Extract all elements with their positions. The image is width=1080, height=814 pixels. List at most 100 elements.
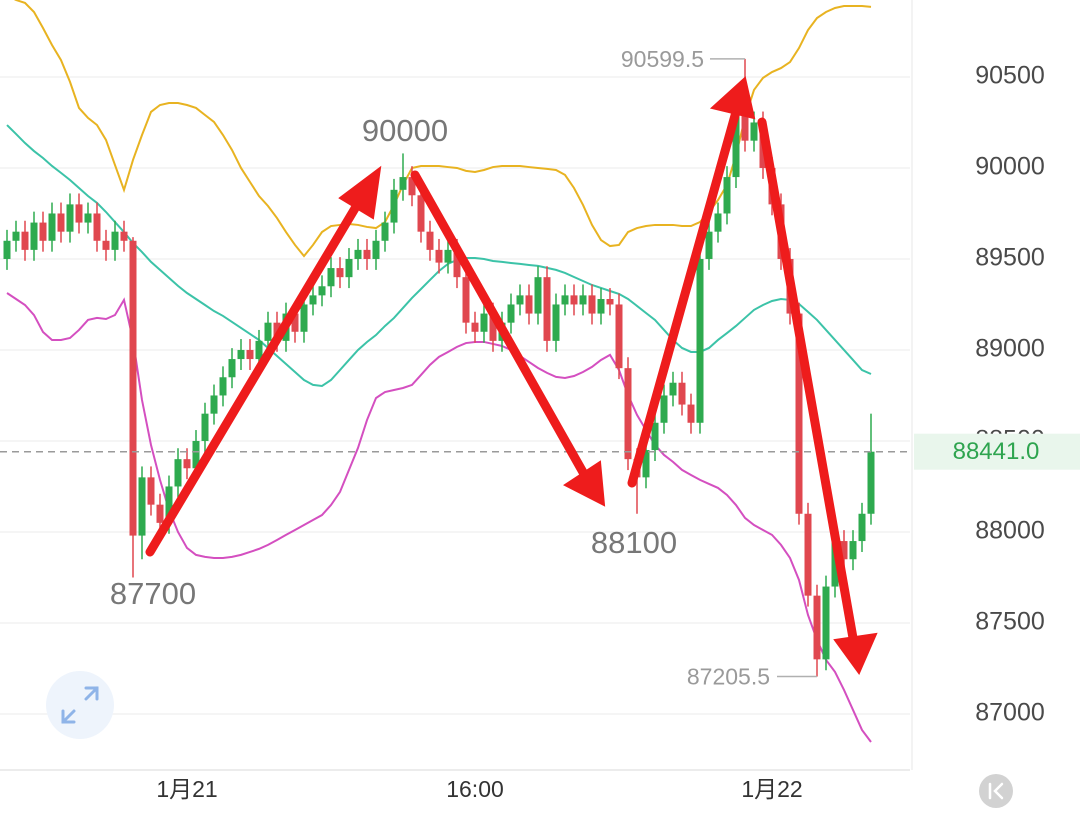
candle-body — [597, 299, 605, 314]
candle-body — [237, 349, 245, 360]
candle-body — [111, 231, 119, 250]
candle-body — [264, 322, 272, 341]
candle-body — [462, 277, 470, 323]
last-price-box — [914, 433, 1080, 470]
y-tick-label: 89000 — [975, 335, 1045, 363]
candle-body — [741, 113, 749, 141]
candle-body — [12, 231, 20, 241]
candle-body — [3, 240, 11, 259]
candle-body — [138, 477, 146, 536]
candle-body — [489, 313, 497, 341]
candle-body — [84, 213, 92, 223]
candle-body — [543, 277, 551, 341]
annotation: 87700 — [110, 576, 196, 611]
candle-body — [309, 295, 317, 305]
candle-body — [327, 268, 335, 287]
candle-body — [201, 413, 209, 441]
x-tick-label: 1月21 — [156, 776, 217, 802]
candle-body — [255, 340, 263, 360]
candle-body — [408, 177, 416, 196]
candle-body — [147, 477, 155, 505]
candle-body — [525, 295, 533, 314]
expand-icon — [61, 686, 99, 724]
x-tick-label: 1月22 — [741, 776, 802, 802]
y-tick-label: 89500 — [975, 244, 1045, 272]
candle-body — [129, 240, 137, 536]
candle-body — [714, 213, 722, 232]
y-tick-label: 87500 — [975, 608, 1045, 636]
candle-body — [219, 377, 227, 396]
candle-body — [174, 459, 182, 487]
y-tick-label: 90500 — [975, 62, 1045, 90]
candle-body — [336, 268, 344, 278]
candle-body — [822, 586, 830, 660]
candle-body — [552, 304, 560, 341]
candle-body — [867, 451, 875, 514]
candle-body — [165, 486, 173, 523]
candle-body — [156, 504, 164, 523]
candle-body — [417, 195, 425, 232]
candle-body — [624, 368, 632, 460]
candle-body — [669, 382, 677, 396]
y-tick-label: 88000 — [975, 517, 1045, 545]
arrow-head — [563, 460, 606, 507]
candle-body — [570, 295, 578, 305]
candle-body — [75, 204, 83, 223]
candle-body — [840, 541, 848, 560]
candle-body — [21, 231, 29, 250]
candle-body — [732, 113, 740, 178]
candle-body — [705, 231, 713, 259]
candle-body — [192, 440, 200, 469]
candle-body — [507, 304, 515, 323]
candle-body — [228, 359, 236, 378]
arrow-head — [338, 165, 382, 220]
candle-body — [399, 177, 407, 190]
candle-body — [660, 395, 668, 423]
arrow-up-2 — [627, 107, 741, 488]
candle-body — [39, 222, 47, 241]
expand-button-bg — [46, 671, 114, 739]
candle-body — [750, 122, 758, 141]
candle-body — [615, 304, 623, 369]
candle-body — [534, 277, 542, 314]
candle-body — [66, 204, 74, 232]
candle-body — [678, 382, 686, 405]
candle-body — [687, 404, 695, 423]
arrow-down-2 — [757, 117, 858, 643]
candle-body — [588, 295, 596, 314]
y-tick-label: 90000 — [975, 153, 1045, 181]
candle-body — [813, 595, 821, 660]
candle-body — [354, 249, 362, 259]
candle-body — [390, 189, 398, 223]
band-line — [6, 292, 872, 743]
trend-arrows — [145, 76, 878, 676]
candle-body — [471, 322, 479, 332]
overlay-layer: 8700087500880008850089000895009000090500… — [0, 46, 1080, 802]
candle-body — [444, 249, 452, 263]
candle-body — [30, 222, 38, 250]
annotation: 90000 — [362, 113, 448, 148]
candle-body — [372, 240, 380, 259]
arrow-head — [709, 76, 756, 120]
candle-body — [426, 231, 434, 250]
candle-body — [300, 304, 308, 332]
candle-body — [381, 222, 389, 241]
candle-body — [57, 213, 65, 232]
candle-body — [579, 295, 587, 305]
candle-body — [858, 513, 866, 542]
candle-body — [183, 459, 191, 469]
candle-body — [345, 258, 353, 278]
annotation: 88100 — [591, 525, 677, 560]
candle-body — [849, 541, 857, 560]
scroll-latest-button[interactable] — [979, 774, 1013, 808]
candle-body — [642, 450, 650, 478]
candle-body — [435, 249, 443, 263]
candle-body — [561, 295, 569, 305]
last-price-label: 88441.0 — [953, 438, 1040, 465]
candle-body — [831, 541, 839, 587]
expand-button[interactable] — [46, 671, 114, 739]
candle-body — [453, 249, 461, 278]
candle-body — [246, 349, 254, 360]
